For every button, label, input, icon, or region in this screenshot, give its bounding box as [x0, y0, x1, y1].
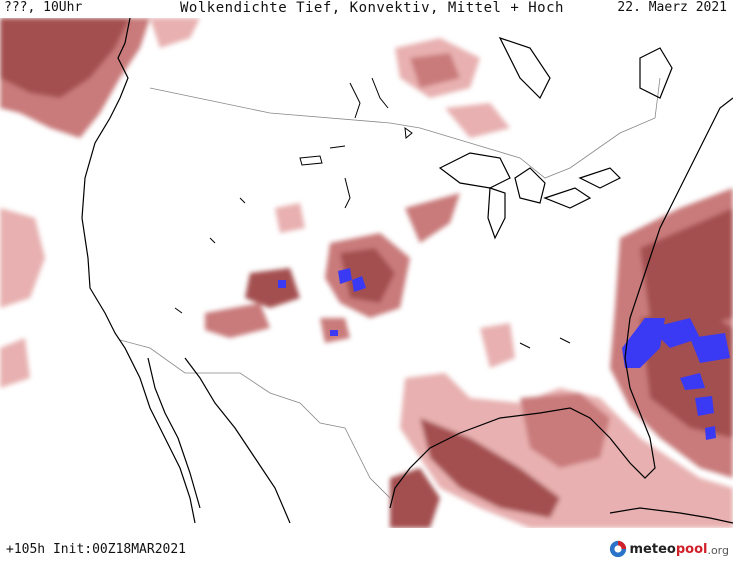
logo-text-pool: pool — [675, 541, 708, 557]
init-time: +105h Init:00Z18MAR2021 — [6, 542, 187, 557]
logo-text-org: .org — [707, 544, 729, 557]
convective-cores — [278, 268, 730, 440]
cloud-density-map — [0, 18, 733, 528]
forecast-time-label: ???, 10Uhr — [4, 0, 83, 15]
footer: +105h Init:00Z18MAR2021 meteo pool .org — [0, 530, 733, 566]
lake-outlines — [174, 77, 571, 349]
forecast-date: 22. Maerz 2021 — [617, 0, 727, 15]
coastlines — [81, 18, 733, 524]
meteopool-logo-icon — [609, 540, 626, 558]
logo-text-meteo: meteo — [629, 541, 676, 557]
meteopool-logo: meteo pool .org — [609, 538, 729, 560]
header: ???, 10Uhr Wolkendichte Tief, Konvektiv,… — [0, 0, 733, 20]
map-title: Wolkendichte Tief, Konvektiv, Mittel + H… — [180, 0, 564, 16]
national-borders — [119, 77, 661, 499]
